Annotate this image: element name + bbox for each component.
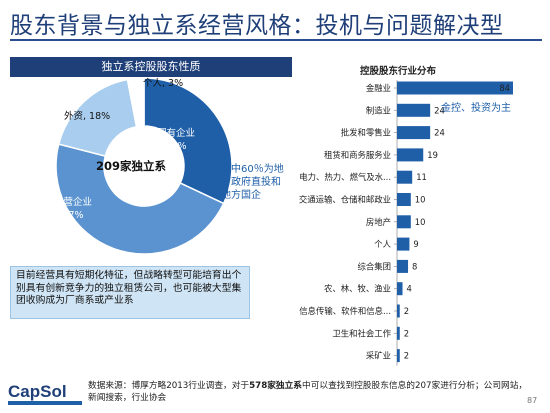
source-note: 数据来源：博厚方略2013行业调查，对于578家独立系中可以查找到控股股东信息的… [88,380,528,404]
bar-category-label-3: 租赁和商务服务业 [324,150,391,160]
donut-label-state-owned: 国有企业 32% [157,128,196,152]
bar-value-label-3: 19 [427,150,438,160]
bar-5 [397,193,411,206]
bar-category-label-9: 农、林、牧、渔业 [324,284,391,294]
bar-11 [397,326,400,340]
bar-category-label-10: 信息传输、软件和信息... [299,306,391,316]
bar-value-label-11: 2 [404,328,409,338]
title-divider [10,39,542,41]
bar-2 [397,126,431,140]
donut-center-label: 209家独立系 [96,159,167,173]
source-suffix: 中可以查找到控股股东信息的207家进行分析；公司网站，新闻搜索，行业协会 [88,381,528,403]
donut-slice-3 [126,77,145,128]
donut-slice-1 [55,143,225,255]
page-title: 股东背景与独立系经营风格：投机与问题解决型 [10,13,504,39]
bar-category-label-0: 金融业 [366,83,391,93]
donut-label-private: 民营企业 47% [54,197,93,221]
bar-6 [397,215,411,229]
bar-value-label-2: 24 [434,128,445,138]
donut-label-foreign: 外资, 18% [64,111,111,122]
source-bold: 578家独立系 [249,381,302,391]
bar-value-label-6: 10 [415,217,426,227]
capsol-logo: CapSol [8,382,67,401]
bar-value-label-7: 9 [413,239,418,249]
logo-underline [8,401,82,405]
bar-category-label-8: 综合集团 [358,261,392,271]
bar-8 [397,259,409,273]
bar-10 [397,304,400,318]
bar-value-label-5: 10 [415,195,426,205]
bar-category-label-11: 卫生和社会工作 [332,328,391,338]
bar-category-label-5: 交通运输、仓储和邮政业 [299,195,391,205]
bar-value-label-0: 84 [499,83,510,93]
bar-1 [397,103,431,117]
bar-value-label-8: 8 [412,261,417,271]
bar-category-label-7: 个人 [374,239,391,249]
bar-chart-title: 控股股东行业分布 [360,66,437,77]
source-prefix: 数据来源：博厚方略2013行业调查，对于 [88,381,250,391]
bar-value-label-4: 11 [416,172,427,182]
bar-9 [397,282,403,296]
bar-category-label-6: 房地产 [366,217,391,227]
bar-callout: 金控、投资为主 [441,103,511,114]
bar-3 [397,148,424,162]
bar-value-label-10: 2 [404,306,409,316]
donut-chart-title: 独立系控股股东性质 [10,57,292,77]
state-owned-callout: 其中60％为地方政府直投和地方国企 [221,164,284,201]
bar-0 [397,81,513,95]
donut-slice-0 [143,77,233,205]
bar-category-label-2: 批发和零售业 [341,128,391,138]
bar-4 [397,170,413,184]
bar-value-label-9: 4 [407,284,412,294]
page-number: 87 [527,396,538,405]
bar-value-label-1: 24 [434,105,445,115]
bar-category-label-12: 采矿业 [366,351,391,361]
donut-chart [55,77,233,255]
bar-category-label-4: 电力、热力、燃气及水... [299,172,391,182]
bar-category-label-1: 制造业 [366,105,391,115]
bar-value-label-12: 2 [404,351,409,361]
bar-12 [397,349,400,363]
donut-label-individual: 个人, 3% [143,78,184,89]
note-box: 目前经营具有短期化特征，但战略转型可能培育出个别具有创新竞争力的独立租赁公司，也… [10,266,250,319]
bar-7 [397,237,410,251]
